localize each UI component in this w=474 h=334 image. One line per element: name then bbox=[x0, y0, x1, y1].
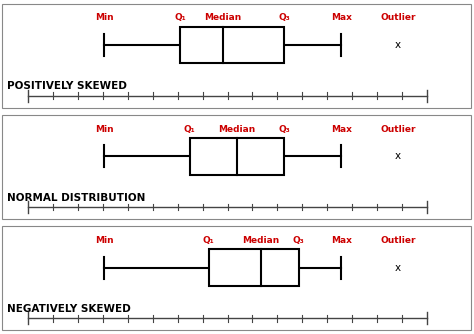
Text: x: x bbox=[395, 40, 401, 50]
Text: Outlier: Outlier bbox=[381, 125, 416, 134]
Text: Min: Min bbox=[95, 236, 114, 245]
Text: Median: Median bbox=[204, 13, 241, 22]
Text: Outlier: Outlier bbox=[381, 13, 416, 22]
Text: Max: Max bbox=[331, 236, 352, 245]
Text: Q₃: Q₃ bbox=[293, 236, 304, 245]
Text: Q₁: Q₁ bbox=[203, 236, 214, 245]
Bar bbox=[180, 26, 284, 63]
FancyBboxPatch shape bbox=[2, 4, 471, 108]
Text: x: x bbox=[395, 263, 401, 273]
Bar bbox=[190, 138, 284, 175]
Text: POSITIVELY SKEWED: POSITIVELY SKEWED bbox=[7, 81, 127, 91]
Text: Median: Median bbox=[242, 236, 279, 245]
Text: Outlier: Outlier bbox=[381, 236, 416, 245]
Text: NORMAL DISTRIBUTION: NORMAL DISTRIBUTION bbox=[7, 193, 146, 203]
Text: Min: Min bbox=[95, 125, 114, 134]
Text: Max: Max bbox=[331, 13, 352, 22]
Text: NEGATIVELY SKEWED: NEGATIVELY SKEWED bbox=[7, 304, 131, 314]
Text: x: x bbox=[395, 151, 401, 161]
FancyBboxPatch shape bbox=[2, 115, 471, 219]
Text: Q₁: Q₁ bbox=[184, 125, 195, 134]
Text: Q₁: Q₁ bbox=[174, 13, 186, 22]
Bar bbox=[209, 249, 299, 286]
Text: Q₃: Q₃ bbox=[279, 13, 290, 22]
FancyBboxPatch shape bbox=[2, 226, 471, 330]
Text: Min: Min bbox=[95, 13, 114, 22]
Text: Median: Median bbox=[219, 125, 255, 134]
Text: Q₃: Q₃ bbox=[279, 125, 290, 134]
Text: Max: Max bbox=[331, 125, 352, 134]
